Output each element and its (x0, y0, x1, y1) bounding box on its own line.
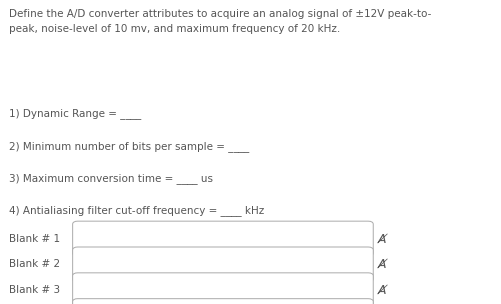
Text: 1) Dynamic Range = ____: 1) Dynamic Range = ____ (9, 108, 141, 119)
Text: 4) Antialiasing filter cut-off frequency = ____ kHz: 4) Antialiasing filter cut-off frequency… (9, 205, 264, 216)
Text: Blank # 1: Blank # 1 (9, 234, 60, 244)
Text: 3) Maximum conversion time = ____ us: 3) Maximum conversion time = ____ us (9, 173, 213, 184)
FancyBboxPatch shape (73, 273, 373, 304)
Text: Blank # 3: Blank # 3 (9, 285, 60, 295)
Text: A̸: A̸ (378, 258, 387, 271)
FancyBboxPatch shape (73, 247, 373, 282)
Text: 2) Minimum number of bits per sample = ____: 2) Minimum number of bits per sample = _… (9, 141, 249, 152)
FancyBboxPatch shape (73, 299, 373, 304)
FancyBboxPatch shape (73, 221, 373, 256)
Text: A̸: A̸ (378, 284, 387, 297)
Text: A̸: A̸ (378, 232, 387, 245)
Text: Define the A/D converter attributes to acquire an analog signal of ±12V peak-to-: Define the A/D converter attributes to a… (9, 9, 431, 33)
Text: Blank # 2: Blank # 2 (9, 260, 60, 269)
